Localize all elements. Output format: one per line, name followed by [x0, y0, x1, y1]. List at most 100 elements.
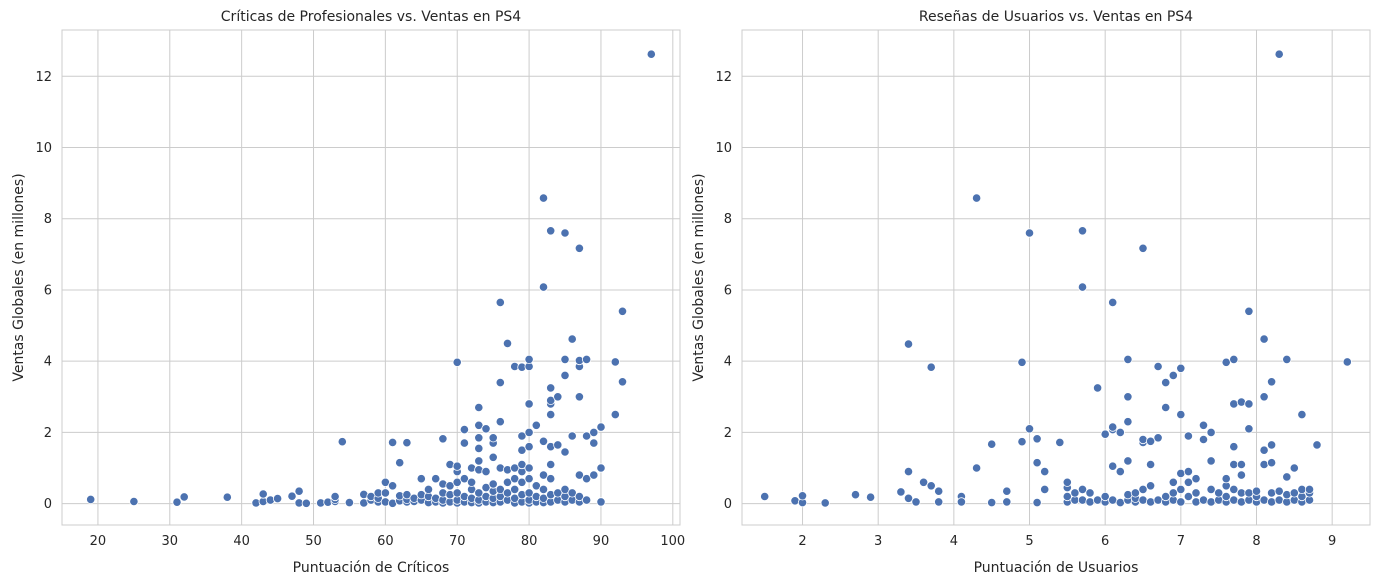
data-point — [1146, 481, 1156, 491]
data-point — [1146, 459, 1156, 470]
y-tick-label: 8 — [44, 212, 52, 227]
data-point — [1017, 437, 1027, 447]
data-point — [474, 420, 484, 430]
data-point — [481, 466, 491, 477]
x-tick-label: 100 — [660, 534, 685, 549]
y-tick-label: 6 — [724, 283, 732, 298]
data-point — [538, 470, 549, 480]
data-point — [1229, 495, 1239, 505]
data-point — [1259, 459, 1269, 470]
data-point — [1077, 484, 1088, 494]
x-tick-label: 30 — [162, 534, 179, 549]
data-point — [481, 482, 491, 493]
y-tick-label: 0 — [44, 497, 52, 512]
data-point — [294, 486, 304, 496]
data-point — [524, 488, 534, 498]
data-point — [1115, 497, 1125, 508]
data-point — [474, 443, 484, 453]
x-tick-label: 9 — [1328, 534, 1336, 549]
data-point — [330, 491, 340, 502]
data-point — [581, 474, 592, 484]
data-point — [1062, 477, 1072, 487]
plot-frame — [741, 29, 1371, 526]
data-point — [1191, 497, 1201, 507]
data-point — [1206, 427, 1216, 437]
data-point — [452, 477, 462, 487]
data-point — [510, 463, 520, 473]
data-point — [1108, 422, 1118, 432]
data-point — [903, 493, 914, 503]
data-point — [474, 488, 484, 498]
y-tick-label: 12 — [715, 70, 732, 85]
data-point — [1176, 484, 1186, 494]
chart-title: Críticas de Profesionales vs. Ventas en … — [221, 9, 522, 25]
data-point — [1267, 497, 1277, 507]
data-point — [1161, 377, 1171, 388]
data-point — [1267, 488, 1277, 498]
data-point — [1312, 440, 1322, 450]
data-point — [1032, 458, 1042, 468]
data-point — [581, 495, 592, 505]
data-point — [1282, 354, 1292, 364]
x-tick-label: 90 — [593, 534, 610, 549]
x-tick-label: 2 — [798, 534, 806, 549]
data-point — [495, 297, 505, 307]
data-point — [1244, 306, 1254, 316]
data-point — [1123, 456, 1133, 466]
data-point — [574, 243, 585, 253]
data-point — [517, 445, 527, 455]
data-point — [517, 459, 527, 470]
data-point — [438, 434, 448, 444]
data-point — [1198, 420, 1209, 430]
data-point — [1244, 399, 1254, 409]
data-point — [560, 228, 570, 238]
data-point — [1153, 433, 1163, 443]
data-point — [1146, 436, 1156, 446]
data-point — [481, 424, 491, 434]
data-point — [926, 481, 936, 491]
data-point — [337, 437, 347, 447]
data-point — [1236, 397, 1247, 407]
y-tick-label: 8 — [724, 212, 732, 227]
data-point — [567, 488, 577, 498]
data-point — [1085, 488, 1095, 498]
data-point — [646, 49, 656, 59]
x-tick-label: 40 — [233, 534, 250, 549]
data-point — [1206, 456, 1216, 466]
data-point — [445, 481, 455, 491]
data-point — [1168, 477, 1178, 487]
data-point — [1123, 392, 1133, 402]
data-point — [850, 490, 861, 500]
data-point — [1191, 474, 1201, 484]
data-point — [1115, 466, 1125, 477]
x-tick-label: 60 — [377, 534, 394, 549]
data-point — [1282, 472, 1292, 482]
data-point — [1297, 409, 1307, 420]
data-point — [918, 477, 929, 487]
data-point — [1123, 354, 1133, 364]
x-tick-label: 80 — [521, 534, 538, 549]
data-point — [1183, 477, 1194, 487]
data-point — [553, 392, 563, 402]
y-axis-label: Ventas Globales (en millones) — [691, 173, 707, 381]
data-point — [1161, 402, 1171, 413]
data-point — [1024, 228, 1035, 238]
data-point — [474, 456, 484, 466]
data-point — [1123, 417, 1133, 427]
data-point — [546, 395, 556, 405]
data-point — [1304, 484, 1315, 494]
data-point — [1138, 434, 1148, 445]
data-point — [820, 498, 830, 508]
data-point — [1138, 495, 1148, 505]
data-point — [1055, 437, 1065, 447]
data-point — [926, 362, 936, 372]
data-point — [1221, 357, 1231, 367]
data-point — [380, 477, 390, 487]
data-point — [301, 498, 311, 508]
data-point — [1176, 497, 1186, 507]
x-tick-label: 5 — [1025, 534, 1033, 549]
data-point — [502, 477, 513, 487]
data-point — [517, 431, 527, 441]
y-tick-label: 2 — [724, 426, 732, 441]
